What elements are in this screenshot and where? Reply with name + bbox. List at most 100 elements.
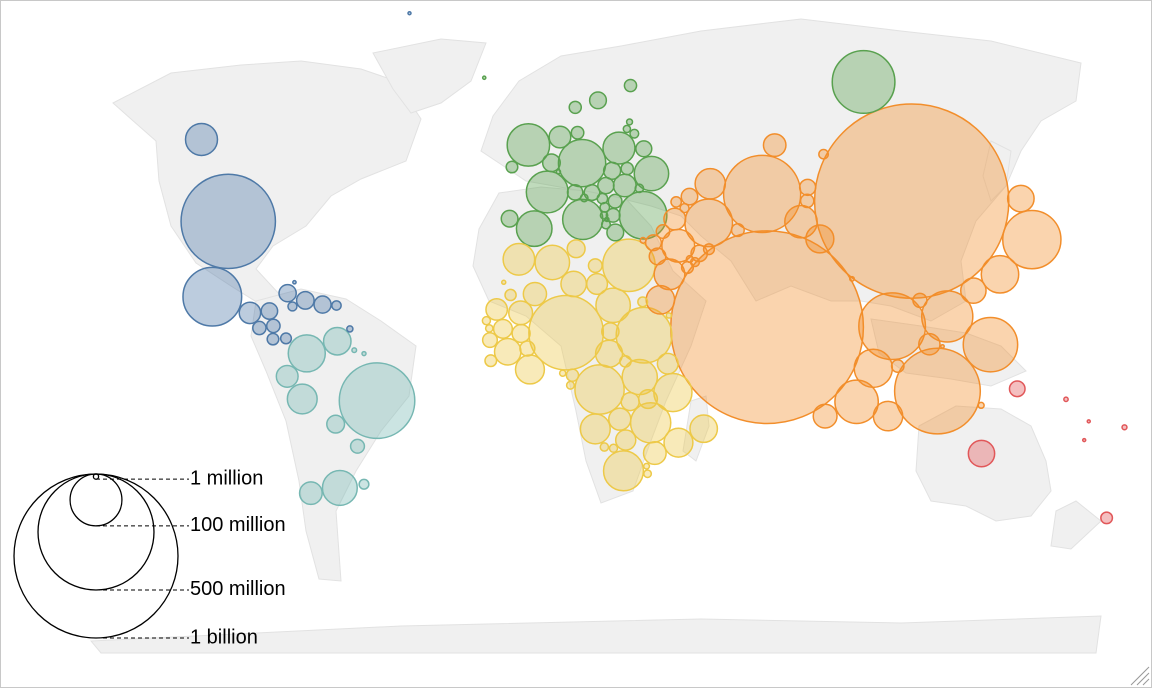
country-bubble: [730, 222, 745, 238]
country-bubble: [893, 347, 982, 435]
country-bubble: [962, 316, 1019, 373]
legend-label: 100 million: [190, 514, 286, 536]
country-bubble: [322, 326, 352, 356]
country-bubble: [608, 443, 619, 454]
country-bubble: [534, 244, 571, 281]
bubbles: [180, 10, 1128, 525]
legend-circle: [92, 473, 100, 480]
country-bubble: [514, 354, 546, 385]
country-bubble: [980, 254, 1020, 294]
country-bubble: [481, 315, 492, 326]
legend-circle: [13, 473, 179, 639]
resize-handle[interactable]: [1130, 666, 1150, 686]
country-bubble: [1081, 437, 1087, 443]
country-bubble: [602, 131, 636, 165]
land: [1050, 500, 1102, 550]
size-legend: 1 million 100 million 500 million 1 billion: [13, 467, 286, 648]
country-bubble: [653, 372, 693, 413]
country-bubble: [622, 124, 632, 134]
country-bubble: [525, 170, 569, 214]
country-bubble: [558, 369, 567, 378]
country-bubble: [637, 296, 649, 308]
country-bubble: [275, 364, 299, 388]
country-bubble: [349, 438, 366, 454]
country-bubble: [663, 427, 694, 458]
country-bubble: [834, 379, 880, 425]
country-bubble: [623, 78, 638, 93]
country-bubble: [602, 161, 622, 181]
country-bubble: [685, 254, 694, 264]
country-bubble: [484, 324, 494, 333]
country-bubble: [805, 224, 835, 254]
country-bubble: [252, 320, 267, 336]
country-bubble: [481, 75, 487, 81]
country-bubble: [287, 301, 298, 312]
country-bubble: [579, 413, 611, 445]
country-bubble: [606, 223, 625, 242]
legend-label: 1 billion: [190, 626, 258, 648]
country-bubble: [608, 407, 632, 431]
country-bubble: [484, 354, 498, 368]
land: [250, 288, 417, 582]
country-bubble: [601, 322, 620, 341]
country-bubble: [266, 332, 280, 346]
country-bubble: [607, 193, 623, 209]
country-bubble: [555, 168, 562, 175]
country-bubble: [642, 441, 667, 466]
country-bubble: [541, 153, 561, 173]
country-bubble: [813, 103, 1010, 299]
country-bubble: [515, 210, 553, 248]
land: [982, 140, 1012, 202]
country-bubble: [585, 272, 609, 296]
country-bubble: [504, 288, 517, 302]
country-bubble: [614, 429, 637, 451]
country-bubble: [326, 414, 346, 434]
country-bubble: [287, 334, 327, 373]
country-bubble: [238, 301, 262, 325]
legend-label: 500 million: [190, 578, 286, 600]
country-bubble: [602, 450, 645, 492]
country-bubble: [566, 183, 584, 201]
land: [89, 615, 1102, 654]
country-bubble: [511, 323, 531, 344]
country-bubble: [588, 91, 608, 110]
country-bubble: [295, 290, 315, 310]
country-bubble: [762, 133, 787, 158]
country-bubble: [605, 207, 621, 223]
country-bubble: [599, 201, 611, 213]
country-bubble: [481, 331, 499, 349]
country-bubble: [292, 279, 297, 285]
country-bubble: [1121, 424, 1128, 431]
country-bubble: [1086, 419, 1091, 424]
country-bubble: [722, 154, 802, 234]
country-bubble: [655, 224, 671, 240]
land: [480, 18, 1082, 322]
country-bubble: [635, 140, 653, 158]
country-bubble: [570, 125, 585, 140]
country-bubble: [574, 364, 625, 415]
country-bubble: [560, 270, 588, 298]
country-bubble: [566, 239, 586, 259]
country-bubble: [689, 414, 719, 444]
country-bubble: [959, 277, 987, 305]
country-bubble: [346, 325, 354, 333]
country-bubble: [407, 10, 412, 16]
country-bubble: [799, 193, 815, 209]
country-bubble: [321, 469, 358, 507]
country-bubble: [506, 122, 551, 167]
country-bubble: [502, 242, 536, 276]
country-bubble: [967, 439, 996, 468]
country-bubble: [599, 442, 610, 452]
country-bubble: [338, 362, 416, 440]
country-bubble: [642, 462, 651, 470]
legend-circle: [37, 473, 155, 591]
country-bubble: [645, 284, 676, 315]
country-bubble: [918, 332, 941, 356]
country-bubble: [702, 243, 716, 256]
country-bubble: [565, 368, 580, 383]
country-bubble: [812, 403, 838, 429]
country-bubble: [625, 118, 634, 126]
country-bubble: [1001, 209, 1062, 270]
country-bubble: [579, 193, 589, 203]
country-bubble: [351, 347, 358, 354]
